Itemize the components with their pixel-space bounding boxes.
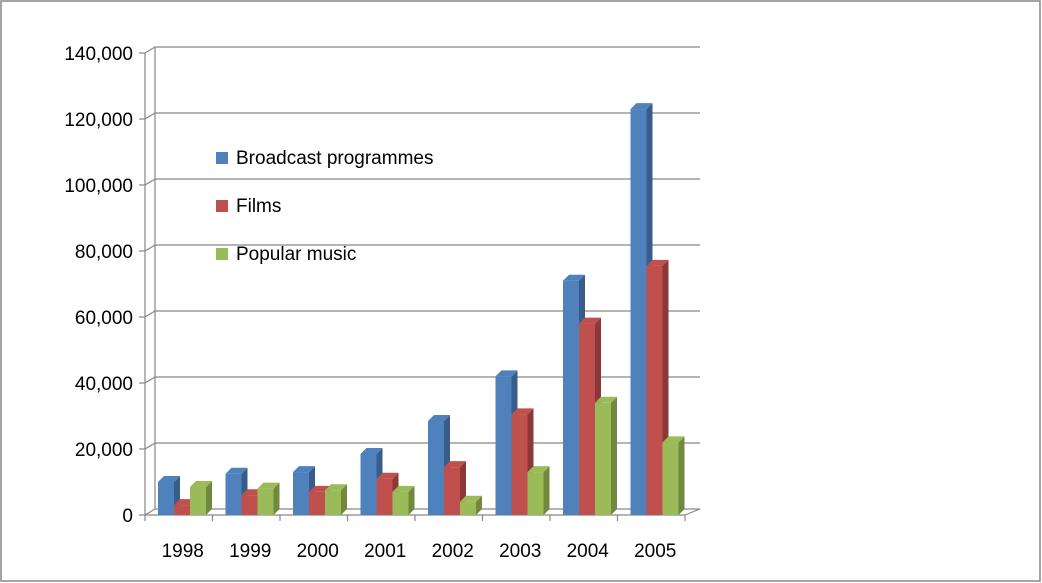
floor-side	[684, 508, 701, 516]
bar	[325, 490, 341, 515]
bar-side	[678, 436, 685, 515]
legend-swatch	[216, 248, 228, 260]
bar	[662, 442, 679, 515]
x-tick-label: 2003	[499, 541, 541, 562]
x-tick-label: 1998	[162, 541, 204, 562]
y-tick-label: 60,000	[75, 308, 133, 329]
bar	[630, 109, 647, 515]
bar	[190, 486, 206, 515]
y-tick-label: 20,000	[75, 440, 133, 461]
y-tick-label: 80,000	[75, 242, 133, 263]
bar-top	[527, 466, 550, 473]
bar-top	[360, 447, 383, 454]
bar	[360, 453, 377, 515]
x-tick-label: 2000	[297, 541, 339, 562]
grid-diagonal	[144, 178, 156, 186]
bar-top	[460, 495, 482, 502]
legend-label: Broadcast programmes	[236, 148, 433, 169]
bar-side	[273, 482, 280, 515]
grid-diagonal	[144, 112, 156, 120]
bar	[392, 491, 409, 515]
bar-top	[325, 484, 347, 491]
bar	[257, 488, 274, 515]
bar-side	[341, 484, 347, 515]
bar-side	[408, 485, 415, 515]
grid-diagonal	[144, 376, 156, 384]
grid-diagonal	[144, 508, 156, 516]
bar-side	[543, 466, 550, 515]
bar	[563, 280, 579, 515]
bar	[460, 501, 476, 515]
bar	[376, 478, 393, 515]
bar-top	[158, 476, 180, 482]
grid-diagonal	[144, 442, 156, 450]
bar	[495, 376, 512, 515]
x-tick-label: 2004	[567, 541, 610, 562]
bar-side	[611, 396, 617, 515]
legend-label: Popular music	[236, 244, 356, 265]
y-tick-label: 40,000	[75, 374, 133, 395]
bar	[646, 265, 663, 515]
x-tick-label: 2002	[432, 541, 474, 562]
bar-top	[444, 461, 466, 468]
legend-swatch	[216, 152, 228, 164]
x-tick-label: 2001	[364, 541, 406, 562]
bar-top	[257, 482, 280, 489]
bar-top	[225, 467, 248, 474]
bar-top	[595, 396, 617, 403]
y-tick-label: 140,000	[64, 44, 133, 65]
bar-top	[376, 472, 399, 479]
bar	[158, 482, 174, 515]
bar	[579, 323, 595, 515]
bar	[225, 473, 242, 515]
bar	[428, 420, 444, 515]
grid-diagonal	[144, 46, 156, 54]
legend-swatch	[216, 200, 228, 212]
bar-side	[206, 480, 212, 515]
bar	[241, 495, 258, 515]
bar	[527, 472, 544, 515]
bar-top	[511, 408, 534, 415]
bar-top	[646, 259, 669, 266]
bar-top	[428, 414, 450, 421]
bar-top	[630, 103, 653, 110]
bar	[309, 491, 325, 515]
bar	[595, 402, 611, 515]
bar-top	[190, 480, 212, 487]
bar-top	[495, 370, 518, 377]
x-tick-label: 2005	[634, 541, 676, 562]
x-tick-label: 1999	[229, 541, 271, 562]
bar-side	[476, 495, 482, 515]
y-tick-label: 100,000	[64, 176, 133, 197]
bar	[293, 472, 309, 515]
legend-label: Films	[236, 196, 281, 217]
bar	[511, 414, 528, 515]
bar-top	[293, 466, 315, 473]
grid-diagonal	[144, 310, 156, 318]
y-tick-label: 120,000	[64, 110, 133, 131]
y-tick-label: 0	[122, 506, 133, 527]
bar-top	[392, 485, 415, 492]
bar	[444, 467, 460, 515]
bar-top	[579, 317, 601, 324]
bar-top	[662, 436, 685, 443]
bar-top	[563, 274, 585, 281]
grid-diagonal	[144, 244, 156, 252]
bar	[174, 505, 190, 515]
